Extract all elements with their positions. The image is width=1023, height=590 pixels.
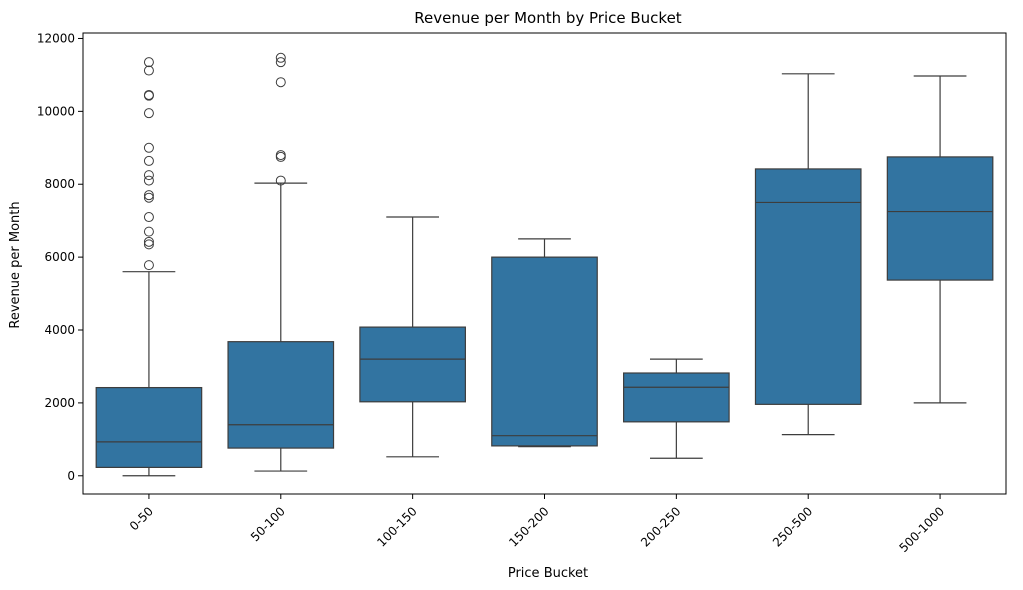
- outlier-point: [143, 65, 154, 76]
- box-iqr: [227, 341, 335, 449]
- outlier-point: [143, 212, 154, 223]
- outlier-point: [143, 190, 154, 201]
- outlier-point: [143, 192, 154, 203]
- outlier-point: [143, 57, 154, 68]
- x-tick-label: 100-150: [374, 504, 419, 549]
- outlier-point: [143, 108, 154, 119]
- outlier-point: [143, 239, 154, 250]
- plot-area: [95, 52, 994, 477]
- outlier-point: [143, 226, 154, 237]
- x-tick-label: 150-200: [506, 504, 551, 549]
- box-group-50-100: [227, 52, 335, 472]
- outlier-point: [143, 89, 154, 100]
- x-tick-label: 50-100: [248, 504, 288, 544]
- outlier-point: [275, 52, 286, 63]
- outlier-point: [143, 142, 154, 153]
- box-group-200-250: [623, 358, 730, 459]
- box-iqr: [95, 386, 203, 468]
- outlier-point: [275, 57, 286, 68]
- outlier-point: [143, 155, 154, 166]
- y-tick-label: 6000: [44, 250, 75, 264]
- y-tick-label: 8000: [44, 177, 75, 191]
- x-tick-label: 0-50: [127, 504, 156, 533]
- y-tick-label: 12000: [37, 31, 75, 45]
- y-tick-label: 4000: [44, 323, 75, 337]
- y-tick-label: 2000: [44, 396, 75, 410]
- box-group-150-200: [491, 238, 598, 448]
- outlier-point: [143, 175, 154, 186]
- x-tick-label: 200-250: [638, 504, 683, 549]
- outlier-point: [143, 236, 154, 247]
- box-iqr: [754, 168, 862, 405]
- outlier-point: [275, 77, 286, 88]
- x-axis-label: Price Bucket: [508, 566, 588, 581]
- y-axis: 0 2000 4000 6000 8000 10000 12000: [37, 31, 83, 483]
- box-iqr: [491, 256, 598, 447]
- outlier-point: [143, 260, 154, 271]
- box-group-100-150: [359, 216, 466, 458]
- x-axis: 0-50 50-100 100-150 150-200 200-250 250-500 50…: [127, 494, 947, 555]
- box-group-250-500: [754, 73, 862, 436]
- y-tick-label: 10000: [37, 104, 75, 118]
- box-iqr: [623, 372, 730, 423]
- outlier-point: [275, 150, 286, 161]
- chart-title: Revenue per Month by Price Bucket: [414, 9, 682, 27]
- x-tick-label: 500-1000: [896, 504, 947, 555]
- outlier-point: [143, 170, 154, 181]
- y-axis-label: Revenue per Month: [8, 201, 23, 328]
- y-tick-label: 0: [67, 469, 75, 483]
- box-group-500-1000: [886, 75, 994, 404]
- box-iqr: [886, 156, 994, 281]
- x-tick-label: 250-500: [770, 504, 815, 549]
- outlier-point: [275, 175, 286, 186]
- box-iqr: [359, 326, 466, 403]
- box-group-0-50: [95, 57, 203, 477]
